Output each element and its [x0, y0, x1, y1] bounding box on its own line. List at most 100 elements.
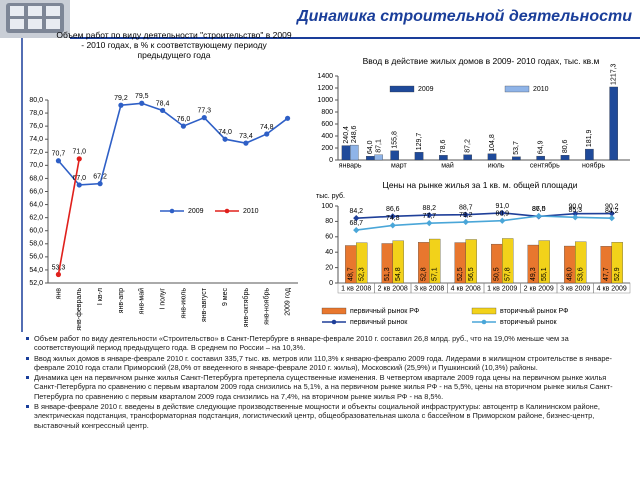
data-label: 57,8 [505, 267, 512, 281]
paragraph: Объем работ по виду деятельности «Строит… [26, 334, 628, 353]
bar [487, 153, 497, 161]
data-label: 64,9 [538, 140, 545, 154]
data-label: 87,0 [532, 206, 546, 213]
data-label: 84,2 [349, 208, 363, 215]
data-label: 52,9 [614, 267, 621, 281]
paragraph: Динамика цен на первичном рынке жилья Са… [26, 373, 628, 401]
x-tick-label: 1 кв 2009 [487, 285, 517, 292]
legend-swatch [471, 307, 497, 315]
x-tick-label: янв-ноябрь [263, 288, 271, 325]
marker [118, 102, 124, 108]
bar [341, 145, 351, 161]
data-label: 57,1 [432, 267, 439, 281]
data-label: 53,3 [52, 264, 66, 271]
legend-marker [331, 319, 337, 325]
bar [538, 240, 550, 284]
bar [536, 155, 545, 161]
y-tick-label: 600 [321, 121, 333, 128]
data-label: 240,4 [343, 126, 350, 144]
bar [512, 156, 521, 161]
y-tick-label: 400 [321, 133, 333, 140]
data-label: 248,6 [351, 125, 358, 143]
bar [560, 155, 570, 161]
data-label: 64,0 [367, 140, 374, 154]
legend-swatch [321, 307, 347, 315]
y-tick-label: 58,0 [29, 241, 43, 248]
y-tick-label: 78,0 [29, 110, 43, 117]
bar [390, 150, 399, 161]
data-label: 67,2 [93, 174, 107, 181]
data-label: 79,5 [135, 93, 149, 100]
legend-label: вторичный рынок [500, 318, 557, 326]
charts: 52,0 54,0 56,0 58,0 60,0 62,0 64,0 66,0 68,0 70,0… [0, 0, 640, 332]
data-label: 48,0 [567, 267, 574, 281]
legend-label: первичный рынок РФ [350, 307, 419, 315]
x-tick-label: март [391, 162, 407, 169]
marker [76, 156, 82, 162]
marker [180, 123, 187, 129]
bar [392, 240, 404, 284]
marker [201, 115, 207, 121]
y-tick-label: 200 [321, 145, 333, 152]
data-label: 155,8 [392, 131, 399, 149]
chart: 0 20 40 60 80 100 тыс. руб. 1 кв 2008 2 кв 2008 3… [316, 192, 631, 326]
x-tick-label: I кв-л [97, 288, 104, 305]
data-label: 56,5 [468, 267, 475, 281]
marker [159, 107, 166, 114]
x-tick-label: янв-май [138, 288, 146, 314]
marker [462, 218, 469, 226]
marker [499, 217, 506, 224]
bar [439, 155, 448, 161]
y-axis-label: тыс. руб. [316, 192, 345, 200]
data-label: 48,7 [348, 267, 355, 281]
y-tick-label: 70,0 [29, 162, 43, 169]
marker [222, 136, 228, 142]
data-label: 50,5 [494, 267, 501, 281]
data-label: 55,1 [541, 267, 548, 281]
data-label: 54,8 [395, 267, 402, 281]
bar [502, 238, 514, 284]
legend-marker [481, 319, 487, 325]
x-tick-label: янв [55, 288, 62, 300]
data-label: 73,4 [239, 133, 253, 140]
x-tick-label: январь [339, 162, 362, 169]
marker [426, 220, 433, 227]
y-tick-label: 64,0 [29, 201, 43, 208]
y-tick-label: 0 [329, 157, 333, 164]
y-tick-label: 80,0 [29, 97, 43, 104]
data-label: 77,7 [422, 213, 436, 220]
x-tick-label: ноябрь [582, 161, 605, 169]
data-label: 80,6 [562, 139, 569, 153]
data-label: 129,7 [416, 133, 423, 151]
x-tick-label: янв-февраль [76, 288, 83, 331]
data-label: 52,5 [457, 267, 464, 281]
marker [76, 182, 82, 188]
marker [572, 214, 579, 221]
bar [350, 144, 359, 161]
y-tick-label: 52,0 [29, 280, 43, 287]
y-tick-label: 1200 [317, 85, 333, 92]
y-tick-label: 68,0 [29, 175, 43, 182]
y-tick-label: 0 [329, 280, 333, 287]
data-label: 87,2 [465, 139, 472, 153]
y-tick-label: 40 [325, 249, 333, 256]
x-tick-label: 1 кв 2008 [341, 285, 371, 292]
marker [55, 271, 62, 278]
legend-label: вторичный рынок РФ [500, 307, 568, 315]
data-label: 74,0 [218, 129, 232, 136]
legend-label: 2010 [243, 208, 259, 215]
data-label: 70,7 [52, 151, 66, 158]
y-tick-label: 60,0 [29, 228, 43, 235]
x-tick-label: 3 кв 2009 [560, 285, 590, 292]
data-label: 90,0 [568, 204, 582, 211]
x-tick-label: янв-июль [180, 288, 187, 319]
x-tick-label: май [441, 161, 454, 169]
bar [356, 242, 368, 284]
y-tick-label: 1400 [317, 73, 333, 80]
x-tick-label: I полуг [159, 288, 166, 310]
marker [353, 226, 360, 234]
y-tick-label: 62,0 [29, 214, 43, 221]
marker [535, 212, 542, 220]
y-tick-label: 100 [321, 203, 333, 210]
paragraph: В январе-феврале 2010 г. введены в дейст… [26, 402, 628, 430]
